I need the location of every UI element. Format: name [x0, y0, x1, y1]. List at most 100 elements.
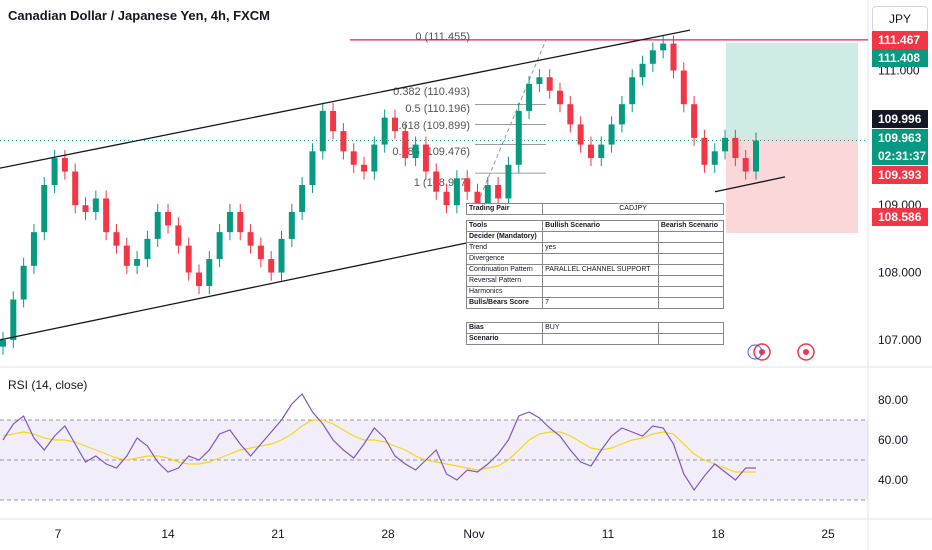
target-icon-dot [803, 349, 809, 355]
candle-body [10, 299, 17, 340]
fib-trend-line [474, 39, 547, 210]
price-label-support: 109.393 [872, 166, 928, 184]
time-tick-label: 25 [821, 527, 835, 541]
fib-level-label: 1 (108.937) [414, 177, 470, 189]
candle-body [608, 124, 615, 145]
pair-value: CADJPY [542, 203, 724, 215]
rsi-title: RSI (14, close) [8, 378, 88, 392]
channel-lower-line [0, 241, 471, 341]
table-row: Trend yes [465, 242, 725, 254]
candle-body [350, 151, 357, 165]
candle-body [670, 43, 677, 71]
candle-body [412, 144, 419, 159]
time-tick-label: Nov [463, 527, 484, 541]
bias-bear [657, 322, 725, 334]
price-label-last: 109.963 [872, 129, 928, 147]
price-label-entry: 109.996 [872, 110, 928, 128]
table-row: Bulls/Bears Score 7 [465, 297, 725, 309]
candle-body [72, 171, 79, 206]
candle-body [113, 232, 120, 246]
candle-body [546, 77, 553, 91]
candle-body [505, 164, 512, 199]
score-value: 7 [542, 297, 659, 309]
candle-body [226, 211, 233, 233]
currency-selector[interactable]: JPY [872, 6, 928, 32]
row-bull [542, 253, 659, 265]
row-bear [657, 242, 725, 254]
candle-body [526, 83, 533, 111]
price-tick-label: 111.000 [878, 64, 920, 78]
table-row: Bias BUY [465, 322, 725, 334]
bear-header: Bearish Scenario [657, 220, 725, 232]
candle-body [268, 259, 275, 273]
row-bear [657, 264, 725, 276]
candle-body [598, 144, 605, 159]
candle-body [422, 144, 429, 172]
row-bull: yes [542, 242, 659, 254]
candle-body [61, 158, 68, 172]
candle-body [691, 104, 698, 138]
scenario-bull [542, 333, 659, 345]
candle-body [484, 185, 491, 206]
stop-zone [726, 138, 858, 234]
candle-body [391, 117, 398, 132]
target-zone [726, 43, 858, 139]
time-tick-label: 28 [381, 527, 395, 541]
rsi-tick-label: 60.00 [878, 433, 908, 447]
candle-body [278, 238, 285, 273]
table-row: Decider (Mandatory) [465, 231, 725, 243]
candle-body [732, 137, 739, 159]
rsi-tick-label: 40.00 [878, 473, 908, 487]
row-bull: PARALLEL CHANNEL SUPPORT [542, 264, 659, 276]
table-row: Scenario [465, 333, 725, 345]
candle-body [402, 131, 409, 159]
candle-body [649, 50, 656, 64]
target-icon-ring [747, 344, 763, 360]
bull-header: Bullish Scenario [542, 220, 659, 232]
price-tick-label: 107.000 [878, 333, 922, 347]
candle-body [103, 198, 110, 233]
table-row: Trading Pair CADJPY [465, 203, 724, 215]
candle-body [433, 171, 440, 192]
fib-level-label: 0.382 (110.493) [393, 86, 470, 98]
target-icon [797, 343, 815, 361]
scenario-label: Scenario [465, 333, 544, 345]
candle-body [175, 225, 182, 246]
candle-body [629, 77, 636, 105]
candle-body [371, 144, 378, 172]
candle-body [288, 211, 295, 239]
pair-label: Trading Pair [465, 203, 544, 215]
row-label: Trend [465, 242, 544, 254]
time-tick-label: 14 [161, 527, 175, 541]
price-label-stop: 108.586 [872, 208, 928, 226]
chart-title: Canadian Dollar / Japanese Yen, 4h, FXCM [8, 8, 271, 23]
candle-body [515, 110, 522, 165]
candle-body [577, 124, 584, 145]
candle-body [195, 272, 202, 287]
candle-body [82, 205, 89, 212]
candle-body [123, 245, 130, 266]
candle-body [701, 137, 708, 165]
candle-body [361, 164, 368, 172]
time-tick-label: 21 [271, 527, 285, 541]
candle-body [237, 211, 244, 233]
row-bull [542, 275, 659, 287]
rsi-tick-label: 80.00 [878, 393, 908, 407]
row-bear [657, 275, 725, 287]
candle-body [330, 110, 337, 132]
row-bear [657, 231, 725, 243]
candle-body [639, 63, 646, 78]
candle-body [495, 185, 502, 199]
countdown-label: 02:31:37 [872, 147, 928, 165]
scenario-bear [657, 333, 725, 345]
bias-value: BUY [542, 322, 659, 334]
table-row: Harmonics [465, 286, 725, 298]
candle-body [660, 43, 667, 51]
table-row: Divergence [465, 253, 725, 265]
bias-label: Bias [465, 322, 544, 334]
row-bull [542, 286, 659, 298]
candle-body [185, 245, 192, 273]
table-row: Reversal Pattern [465, 275, 725, 287]
table-row: Continuation Pattern PARALLEL CHANNEL SU… [465, 264, 725, 276]
